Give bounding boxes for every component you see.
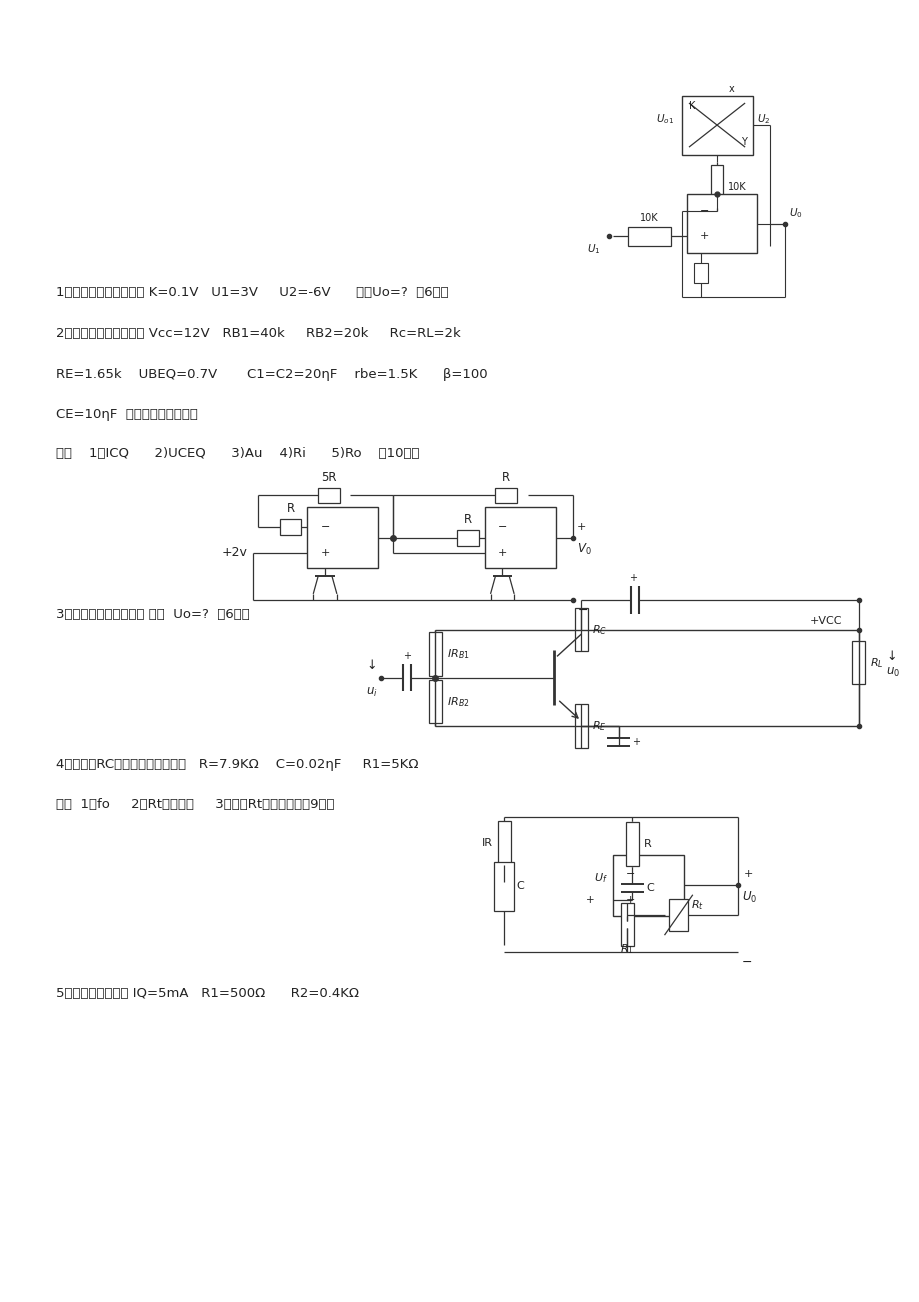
Bar bbox=[668, 900, 687, 931]
Text: 求：    1）ICQ      2)UCEQ      3)Au    4)Ri      5)Ro    （10分）: 求： 1）ICQ 2)UCEQ 3)Au 4)Ri 5)Ro （10分） bbox=[56, 447, 419, 460]
Text: −: − bbox=[320, 522, 329, 533]
Text: $U_0$: $U_0$ bbox=[741, 891, 756, 905]
Bar bbox=[457, 530, 478, 546]
Text: −: − bbox=[625, 868, 634, 879]
Bar bbox=[428, 633, 441, 676]
Bar bbox=[620, 902, 633, 947]
Text: $U_0$: $U_0$ bbox=[789, 206, 801, 220]
Bar bbox=[307, 508, 378, 568]
Text: 5、已知：电路如图 IQ=5mA   R1=500Ω      R2=0.4KΩ: 5、已知：电路如图 IQ=5mA R1=500Ω R2=0.4KΩ bbox=[56, 987, 358, 1000]
Text: RE=1.65k    UBEQ=0.7V       C1=C2=20ηF    rbe=1.5K      β=100: RE=1.65k UBEQ=0.7V C1=C2=20ηF rbe=1.5K β… bbox=[56, 368, 487, 381]
Text: +: + bbox=[698, 232, 709, 241]
Text: $IR_{B2}$: $IR_{B2}$ bbox=[447, 695, 469, 708]
Bar bbox=[709, 165, 722, 208]
Bar bbox=[494, 862, 514, 911]
Text: +: + bbox=[631, 737, 640, 746]
Bar bbox=[686, 194, 756, 253]
Text: $u_0$: $u_0$ bbox=[886, 667, 900, 680]
Text: +: + bbox=[625, 896, 634, 905]
Bar bbox=[318, 487, 339, 504]
Text: +VCC: +VCC bbox=[809, 616, 841, 626]
Text: R: R bbox=[502, 470, 510, 483]
Text: x: x bbox=[728, 83, 733, 94]
Bar bbox=[495, 487, 516, 504]
Text: C: C bbox=[516, 881, 523, 892]
Text: −: − bbox=[497, 522, 506, 533]
Text: R: R bbox=[286, 503, 294, 516]
Text: $U_1$: $U_1$ bbox=[586, 242, 600, 256]
Bar bbox=[279, 519, 301, 535]
Text: CE=10ηF  （取小数点后一位）: CE=10ηF （取小数点后一位） bbox=[56, 408, 198, 421]
Text: $R_E$: $R_E$ bbox=[592, 719, 607, 733]
Text: −: − bbox=[741, 957, 752, 969]
Text: ↓: ↓ bbox=[367, 659, 377, 672]
Text: C: C bbox=[645, 883, 653, 893]
Text: $U_f$: $U_f$ bbox=[594, 871, 607, 885]
Text: Y: Y bbox=[740, 137, 746, 147]
Text: +: + bbox=[403, 651, 411, 661]
Text: $u_i$: $u_i$ bbox=[365, 685, 377, 699]
Text: +2v: +2v bbox=[221, 546, 247, 559]
Bar bbox=[428, 680, 441, 724]
Text: $R_C$: $R_C$ bbox=[592, 622, 607, 637]
Text: $U_2$: $U_2$ bbox=[756, 112, 770, 126]
Text: $V_0$: $V_0$ bbox=[576, 542, 591, 557]
Text: 3、已知：电路如图所示 求：  Uo=?  （6分）: 3、已知：电路如图所示 求： Uo=? （6分） bbox=[56, 608, 250, 621]
Text: R: R bbox=[463, 513, 471, 526]
Text: IR: IR bbox=[482, 838, 493, 848]
Text: +: + bbox=[576, 522, 586, 531]
Text: +: + bbox=[743, 870, 753, 879]
Bar bbox=[574, 608, 587, 651]
Text: +: + bbox=[629, 573, 637, 583]
Bar bbox=[484, 508, 555, 568]
Text: 2、已知：电路如图所示 Vcc=12V   RB1=40k     RB2=20k     Rc=RL=2k: 2、已知：电路如图所示 Vcc=12V RB1=40k RB2=20k Rc=R… bbox=[56, 327, 460, 340]
Text: −: − bbox=[698, 206, 709, 216]
Text: K: K bbox=[688, 102, 695, 112]
Bar bbox=[681, 95, 752, 155]
Text: 4、已知：RC振荡电路如下图所示   R=7.9KΩ    C=0.02ηF     R1=5KΩ: 4、已知：RC振荡电路如下图所示 R=7.9KΩ C=0.02ηF R1=5KΩ bbox=[56, 758, 418, 771]
Bar bbox=[852, 641, 865, 685]
Text: 5R: 5R bbox=[321, 470, 336, 483]
Text: ↓: ↓ bbox=[886, 651, 896, 664]
Text: $R_t$: $R_t$ bbox=[691, 898, 704, 911]
Text: −: − bbox=[576, 604, 587, 617]
Text: $R_1$: $R_1$ bbox=[619, 943, 634, 957]
Text: +: + bbox=[585, 896, 595, 905]
Bar bbox=[625, 823, 638, 866]
Text: 10K: 10K bbox=[728, 181, 746, 191]
Bar bbox=[574, 704, 587, 747]
Text: +: + bbox=[497, 548, 506, 557]
Text: $R_L$: $R_L$ bbox=[869, 656, 883, 669]
Text: $IR_{B1}$: $IR_{B1}$ bbox=[447, 647, 469, 661]
Text: +: + bbox=[320, 548, 329, 557]
Bar bbox=[612, 855, 683, 915]
Bar bbox=[694, 263, 708, 283]
Bar bbox=[628, 227, 671, 246]
Text: 10K: 10K bbox=[640, 212, 658, 223]
Text: $U_{o1}$: $U_{o1}$ bbox=[655, 112, 673, 126]
Text: 1、已知：电路如图所示 K=0.1V   U1=3V     U2=-6V      求：Uo=?  （6分）: 1、已知：电路如图所示 K=0.1V U1=3V U2=-6V 求：Uo=? （… bbox=[56, 285, 448, 298]
Text: R: R bbox=[643, 838, 651, 849]
Text: 求：  1）fo     2）Rt冷态电阱     3）指明Rt的温度特性（9分）: 求： 1）fo 2）Rt冷态电阱 3）指明Rt的温度特性（9分） bbox=[56, 798, 335, 811]
Bar bbox=[497, 822, 510, 865]
